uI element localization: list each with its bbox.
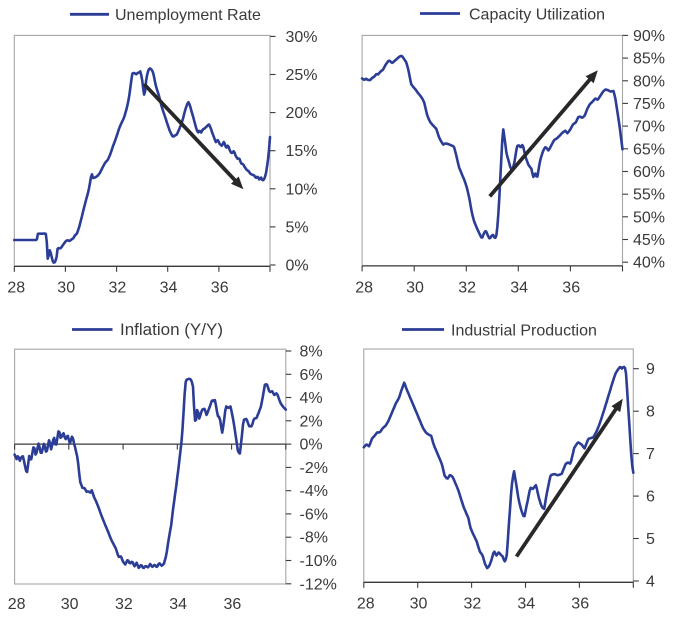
svg-text:Inflation (Y/Y): Inflation (Y/Y) (120, 320, 223, 339)
svg-text:36: 36 (562, 280, 580, 297)
svg-text:34: 34 (510, 280, 528, 297)
svg-text:65%: 65% (633, 141, 665, 158)
svg-text:60%: 60% (633, 164, 665, 181)
svg-text:8%: 8% (300, 344, 323, 361)
svg-text:-4%: -4% (300, 483, 328, 500)
svg-text:80%: 80% (633, 73, 665, 90)
svg-text:0%: 0% (300, 437, 323, 454)
svg-text:32: 32 (109, 280, 127, 297)
svg-text:32: 32 (115, 596, 133, 613)
svg-text:Capacity Utilization: Capacity Utilization (469, 7, 605, 24)
svg-text:28: 28 (357, 596, 375, 613)
svg-text:6: 6 (646, 489, 655, 506)
svg-text:40%: 40% (633, 255, 665, 272)
svg-text:55%: 55% (633, 187, 665, 204)
svg-text:30%: 30% (286, 29, 318, 46)
svg-text:9: 9 (646, 361, 655, 378)
svg-text:28: 28 (7, 280, 25, 297)
svg-text:34: 34 (517, 596, 535, 613)
svg-text:45%: 45% (633, 232, 665, 249)
svg-text:5%: 5% (286, 219, 309, 236)
svg-text:34: 34 (169, 596, 187, 613)
svg-text:28: 28 (8, 596, 26, 613)
svg-text:20%: 20% (286, 105, 318, 122)
svg-text:34: 34 (160, 280, 178, 297)
svg-text:50%: 50% (633, 209, 665, 226)
svg-text:-12%: -12% (300, 576, 337, 593)
svg-text:0%: 0% (286, 258, 309, 275)
svg-text:28: 28 (355, 280, 373, 297)
svg-text:25%: 25% (286, 67, 318, 84)
svg-text:36: 36 (224, 596, 242, 613)
svg-text:30: 30 (410, 596, 428, 613)
svg-text:30: 30 (406, 280, 424, 297)
svg-text:5: 5 (646, 531, 655, 548)
svg-text:Unemployment Rate: Unemployment Rate (115, 7, 261, 24)
svg-text:10%: 10% (286, 181, 318, 198)
svg-text:36: 36 (211, 280, 229, 297)
svg-text:85%: 85% (633, 51, 665, 68)
svg-text:4%: 4% (300, 390, 323, 407)
svg-text:-10%: -10% (300, 553, 337, 570)
svg-text:32: 32 (458, 280, 476, 297)
svg-text:6%: 6% (300, 367, 323, 384)
svg-text:36: 36 (571, 596, 589, 613)
svg-text:-6%: -6% (300, 506, 328, 523)
svg-text:30: 30 (61, 596, 79, 613)
svg-text:4: 4 (646, 574, 655, 591)
svg-text:30: 30 (57, 280, 75, 297)
svg-text:2%: 2% (300, 413, 323, 430)
svg-text:-8%: -8% (300, 530, 328, 547)
svg-text:32: 32 (464, 596, 482, 613)
svg-text:7: 7 (646, 446, 655, 463)
svg-text:75%: 75% (633, 96, 665, 113)
svg-text:Industrial Production: Industrial Production (451, 323, 597, 340)
svg-text:70%: 70% (633, 119, 665, 136)
svg-text:15%: 15% (286, 143, 318, 160)
svg-text:-2%: -2% (300, 460, 328, 477)
svg-text:8: 8 (646, 404, 655, 421)
svg-text:90%: 90% (633, 28, 665, 45)
